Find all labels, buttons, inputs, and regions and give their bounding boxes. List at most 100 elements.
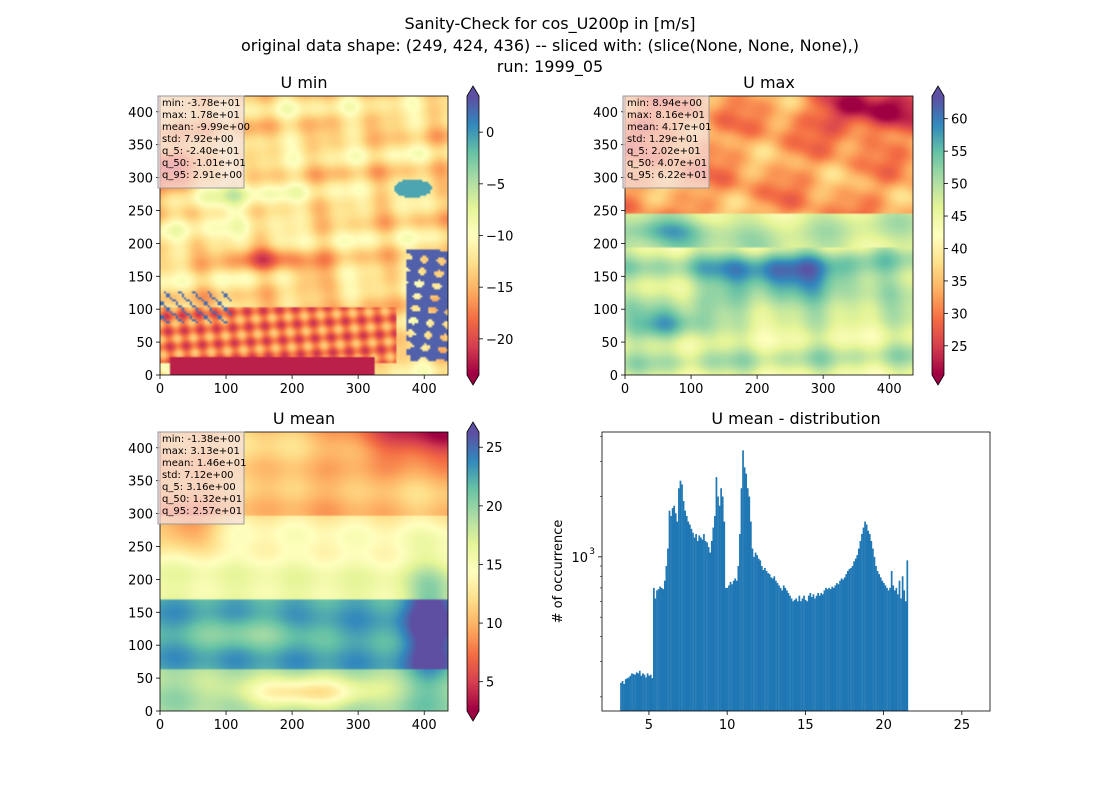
figure-title-line-2: original data shape: (249, 424, 436) -- … [241, 36, 859, 55]
stats-line: mean: -9.99e+00 [162, 122, 250, 133]
colorbar-gradient [467, 432, 479, 711]
histogram-bar [757, 558, 760, 711]
histogram-bar [673, 505, 676, 711]
histogram-bar [790, 598, 793, 711]
y-tick-label: 150 [128, 270, 153, 285]
histogram-bar [706, 542, 708, 711]
histogram-bar [776, 583, 779, 711]
histogram-bar [842, 579, 845, 711]
histogram-bar [729, 581, 732, 711]
histogram-bar [796, 601, 799, 711]
histogram-bar [665, 566, 668, 711]
histogram-bar [707, 546, 710, 711]
histogram-bar [801, 598, 804, 711]
histogram-bar [740, 488, 743, 711]
panel-title: U mean - distribution [711, 409, 880, 428]
histogram-bar [653, 587, 655, 711]
histogram-bar [679, 480, 682, 711]
x-tick-label: 5 [645, 718, 653, 733]
histogram-bar [668, 510, 671, 711]
histogram-bar [726, 587, 729, 711]
histogram-bar [854, 558, 857, 711]
x-tick-label: 25 [954, 718, 971, 733]
histogram-bar [781, 590, 784, 711]
histogram-bar [634, 674, 636, 711]
histogram-bar [834, 585, 837, 711]
histogram-bar [627, 677, 630, 711]
colorbar-extend-bottom [467, 711, 479, 721]
histogram-bar [872, 548, 874, 711]
histogram-bar [836, 583, 838, 711]
histogram-bar [714, 515, 716, 711]
x-tick-label: 100 [679, 382, 704, 397]
colorbar-tick-label: 20 [486, 500, 503, 515]
histogram-bar [765, 570, 768, 711]
stats-line: q_95: 2.57e+01 [162, 506, 242, 517]
x-tick-label: 300 [811, 382, 836, 397]
y-tick-label: 350 [128, 475, 153, 490]
stats-line: q_50: -1.01e+01 [162, 158, 246, 169]
histogram-bar [857, 548, 860, 711]
colorbar-tick-label: 25 [486, 441, 503, 456]
histogram-bar [868, 534, 871, 711]
colorbar-tick-label: 35 [951, 275, 968, 290]
histogram-bar [746, 488, 749, 711]
stats-line: q_5: 2.02e+01 [627, 146, 701, 157]
y-tick-label: 50 [601, 336, 618, 351]
axes-frame [159, 431, 449, 712]
x-tick-label: 300 [346, 382, 371, 397]
histogram-bar [750, 521, 752, 711]
colorbar-tick-label: 55 [951, 145, 968, 160]
histogram-bar [631, 673, 633, 711]
histogram-bar [839, 580, 841, 711]
y-tick-label: 150 [593, 270, 618, 285]
y-tick-label: 300 [128, 508, 153, 523]
histogram-bar [734, 578, 737, 711]
stats-line: q_50: 1.32e+01 [162, 494, 242, 505]
y-tick-label: 100 [128, 303, 153, 318]
histogram-bar [642, 673, 644, 711]
x-tick-label: 400 [412, 382, 437, 397]
histogram-bar [745, 473, 748, 711]
histogram-bar [826, 589, 829, 711]
histogram-bar [717, 496, 719, 711]
x-tick-label: 0 [621, 382, 629, 397]
colorbar-tick-label: 25 [951, 340, 968, 355]
y-tick-label: 350 [593, 139, 618, 154]
histogram-bar [870, 540, 873, 711]
histogram-bar [621, 681, 624, 711]
histogram-bar [754, 552, 757, 711]
histogram-bar [632, 674, 635, 711]
x-tick-label: 0 [156, 382, 164, 397]
histogram-bar [840, 578, 843, 711]
histogram-bar [879, 577, 882, 711]
histogram-bar [748, 496, 751, 711]
y-tick-label: 50 [136, 672, 153, 687]
histogram-bar [623, 683, 625, 711]
histogram-bar [789, 595, 791, 711]
histogram-bar [768, 574, 771, 711]
histogram-bar [785, 590, 788, 711]
x-tick-label: 100 [214, 718, 239, 733]
histogram-bar [696, 540, 699, 711]
histogram-bar [856, 555, 859, 711]
y-tick-label: 350 [128, 139, 153, 154]
histogram-bar [728, 585, 730, 711]
x-tick-label: 200 [745, 382, 770, 397]
histogram-bar [800, 601, 802, 711]
histogram-bar [845, 574, 848, 711]
stats-line: max: 1.78e+01 [162, 110, 240, 121]
histogram-bar [779, 587, 782, 711]
histogram-bar [723, 521, 726, 711]
stats-line: min: 8.94e+00 [627, 98, 702, 109]
panel-title: U min [281, 73, 328, 92]
stats-line: q_5: 3.16e+00 [162, 482, 236, 493]
histogram-bar [638, 670, 641, 711]
y-tick-label: 400 [128, 106, 153, 121]
x-tick-label: 15 [797, 718, 814, 733]
histogram-bar [778, 585, 780, 711]
colorbar-tick-label: 5 [486, 676, 494, 691]
histogram-bar [721, 496, 724, 711]
axes-frame [601, 431, 991, 712]
y-tick-label: 200 [593, 237, 618, 252]
